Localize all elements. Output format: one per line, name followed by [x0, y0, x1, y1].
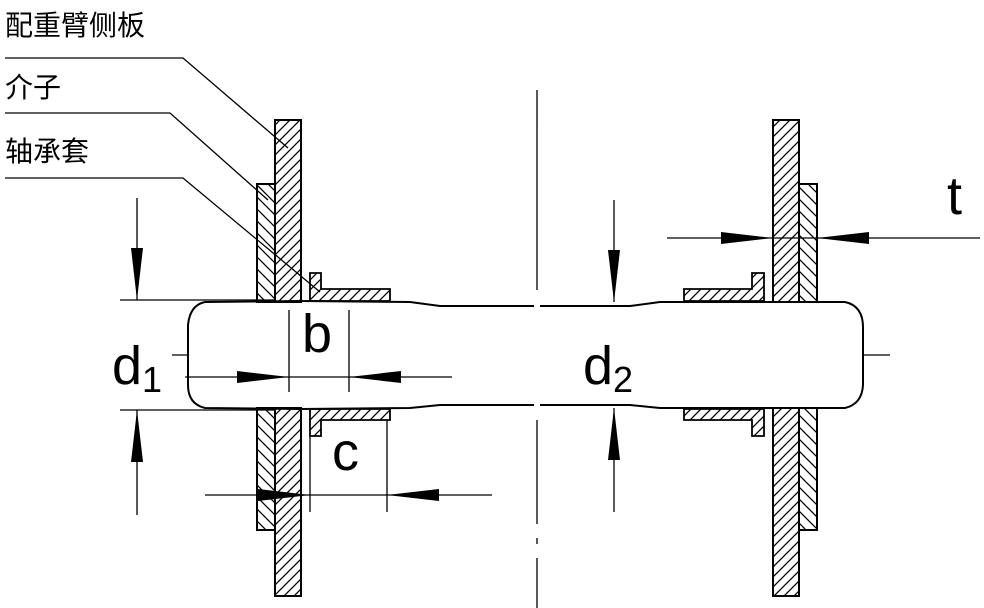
label-d2-subscript: 2: [613, 359, 633, 400]
right-bearing-sleeve: [683, 272, 765, 437]
label-d1-subscript: 1: [142, 359, 162, 400]
label-b: b: [302, 304, 332, 364]
right-side-plate: [772, 119, 800, 597]
left-side-plate: [274, 119, 302, 597]
label-t: t: [947, 166, 962, 226]
leader-intermediate: [5, 112, 269, 201]
label-c: c: [332, 422, 359, 482]
dimension-d2: [608, 200, 620, 512]
leader-side-plate: [5, 57, 289, 149]
dimension-b: [185, 310, 452, 392]
label-d1: d: [112, 336, 142, 396]
shaft: [187, 290, 865, 420]
dimension-t: [667, 232, 980, 244]
dimension-c: [205, 420, 492, 512]
label-side-plate: 配重臂侧板: [5, 9, 145, 42]
right-intermediate-piece: [798, 183, 818, 531]
label-bearing-sleeve: 轴承套: [5, 135, 89, 168]
label-intermediate-piece: 介子: [5, 71, 61, 104]
dimension-d1: [120, 198, 275, 515]
label-d2: d: [583, 336, 613, 396]
